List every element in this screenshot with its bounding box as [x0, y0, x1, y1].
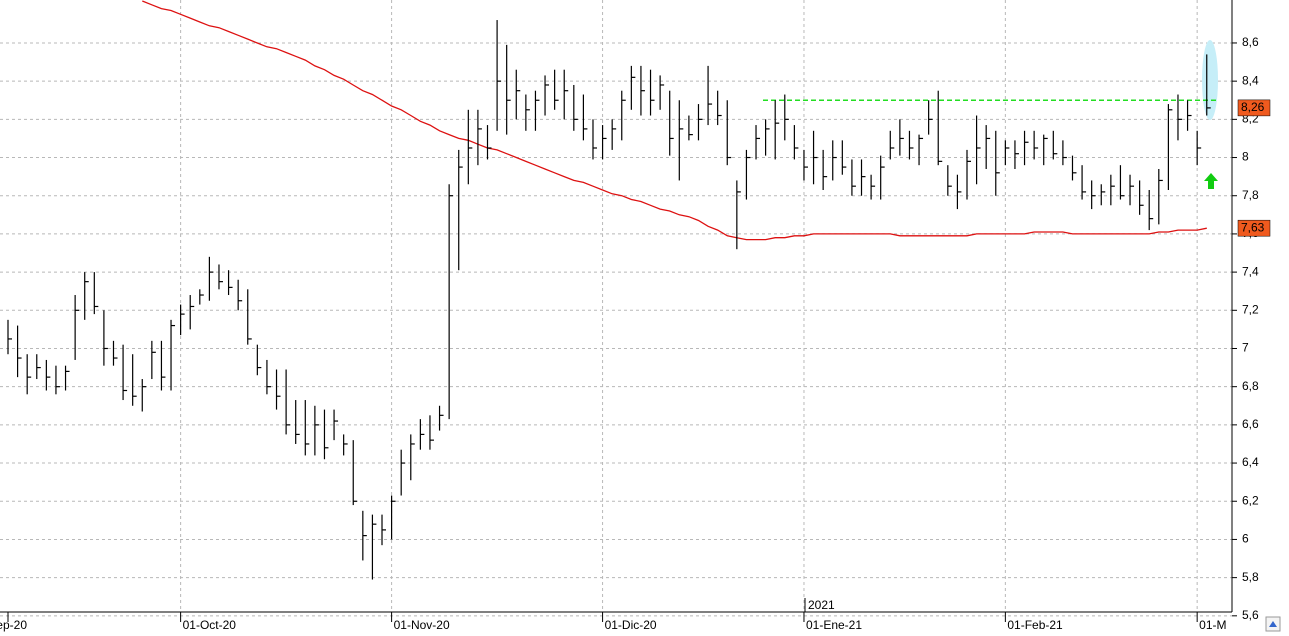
last-value-label: 7,63	[1241, 220, 1265, 234]
year-label: 2021	[808, 598, 835, 612]
moving-average	[142, 0, 1207, 241]
last-value-box	[1237, 99, 1271, 117]
y-tick-label: 8	[1242, 150, 1249, 164]
y-tick-label: 8,6	[1242, 35, 1259, 49]
y-tick-label: 7	[1242, 341, 1249, 355]
y-tick-label: 8,4	[1242, 73, 1259, 87]
y-tick-label: 6,6	[1242, 417, 1259, 431]
up-arrow	[1204, 173, 1218, 189]
icon-glyph	[1269, 621, 1277, 627]
y-tick-label: 6,8	[1242, 379, 1259, 393]
y-tick-label: 6	[1242, 532, 1249, 546]
x-tick-label: 01-Ene-21	[806, 618, 862, 632]
y-tick-label: 7,8	[1242, 188, 1259, 202]
y-tick-label: 6,2	[1242, 493, 1259, 507]
x-tick-label: 01-Feb-21	[1007, 618, 1063, 632]
last-value-box	[1237, 219, 1271, 237]
last-value-label: 8,26	[1241, 100, 1265, 114]
x-tick-label: 01-Nov-20	[394, 618, 450, 632]
plot	[7, 0, 1218, 580]
y-tick-label: 6,4	[1242, 455, 1259, 469]
y-tick-label: 5,6	[1242, 608, 1259, 622]
x-tick-label: 01-M	[1199, 618, 1226, 632]
y-tick-label: 5,8	[1242, 570, 1259, 584]
x-tick-label: 01-Oct-20	[183, 618, 237, 632]
x-tick-label: 01-Dic-20	[605, 618, 657, 632]
y-tick-label: 7,2	[1242, 302, 1259, 316]
x-tick-label: ep-20	[0, 618, 27, 632]
y-tick-label: 7,4	[1242, 264, 1259, 278]
